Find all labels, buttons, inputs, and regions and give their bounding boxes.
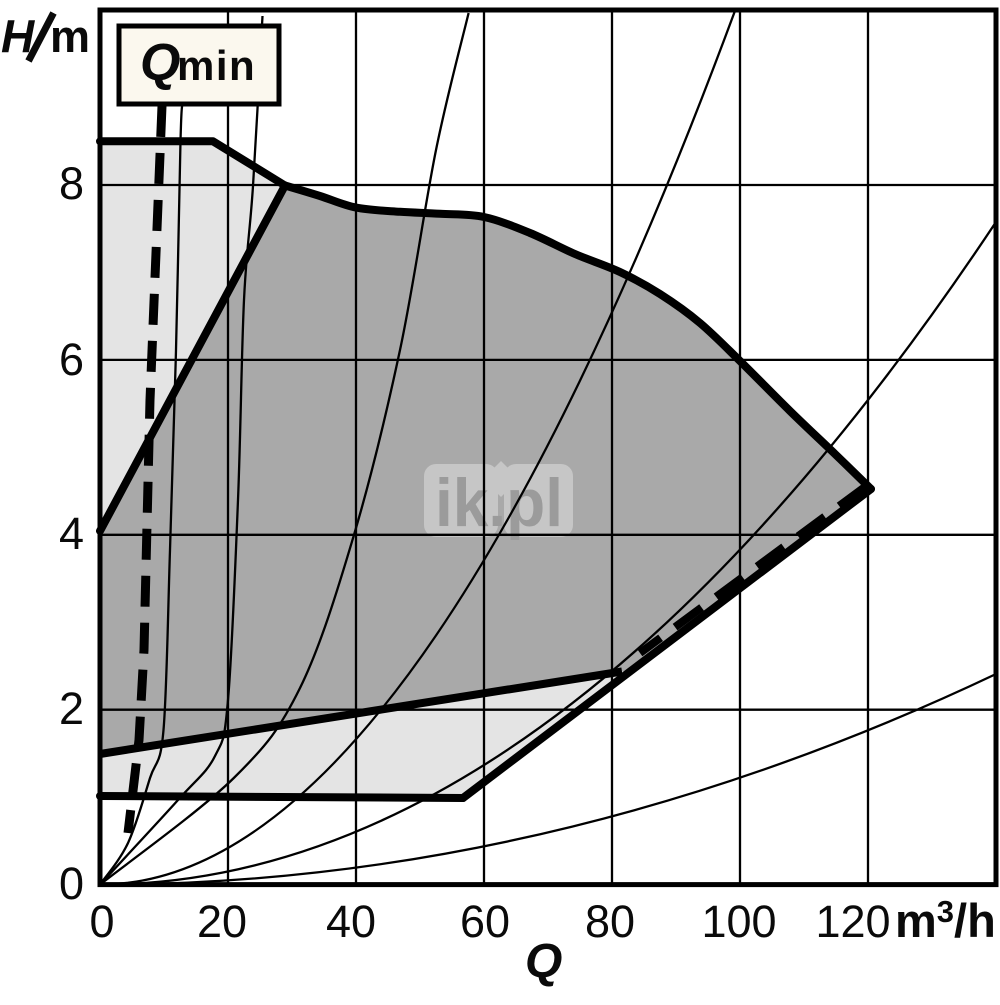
svg-text:100: 100 [701,896,776,947]
svg-text:0: 0 [59,858,84,909]
svg-text:ik.pl: ik.pl [435,465,563,541]
svg-text:8: 8 [59,158,84,209]
svg-text:2: 2 [59,683,84,734]
svg-text:6: 6 [59,334,84,385]
svg-text:min: min [177,42,256,89]
svg-text:Q: Q [140,34,180,92]
svg-text:m: m [50,11,90,62]
svg-text:120: 120 [815,896,890,947]
svg-text:4: 4 [59,508,84,559]
svg-text:20: 20 [197,896,247,947]
svg-text:60: 60 [460,896,510,947]
svg-text:0: 0 [89,896,114,947]
svg-text:40: 40 [326,896,376,947]
svg-text:Q: Q [525,935,562,988]
svg-text:80: 80 [585,896,635,947]
